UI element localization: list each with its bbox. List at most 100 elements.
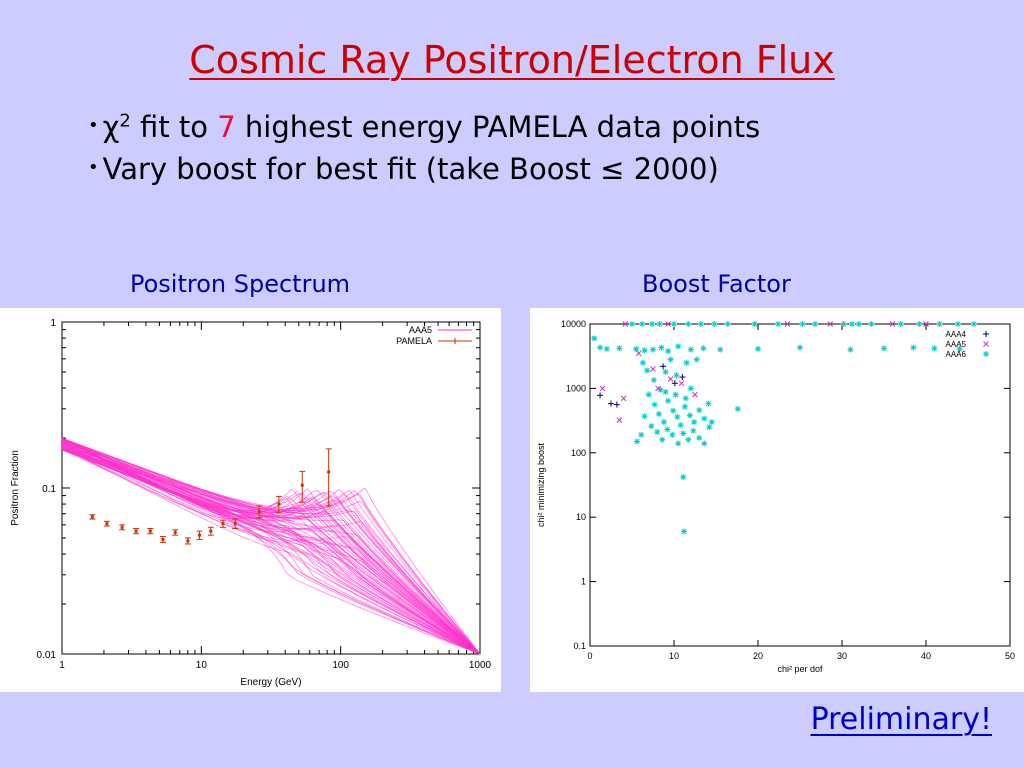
- aaa6-point: [701, 440, 707, 446]
- aaa6-point: [646, 392, 652, 398]
- aaa5-point: [692, 391, 698, 398]
- aaa5-point: [889, 321, 896, 327]
- bullet-marker: •: [88, 115, 99, 136]
- aaa6-point: [683, 395, 689, 401]
- x-tick-label: 50: [1005, 651, 1015, 661]
- pamela-point: [134, 529, 138, 533]
- boost-factor-title: Boost Factor: [642, 270, 791, 298]
- aaa6-point: [971, 321, 977, 327]
- legend-label-aaa5: AAA5: [946, 340, 967, 349]
- highlight-number: 7: [217, 110, 236, 144]
- pamela-point: [173, 530, 177, 534]
- aaa6-point: [696, 407, 702, 413]
- aaa6-point: [664, 426, 670, 433]
- y-tick-label: 1: [581, 577, 586, 587]
- x-tick-label: 1000: [469, 660, 492, 671]
- aaa6-point: [684, 360, 690, 366]
- aaa6-point: [680, 430, 686, 436]
- aaa6-point: [856, 321, 862, 327]
- legend-label-pamela: PAMELA: [396, 336, 432, 346]
- pamela-point: [300, 483, 304, 487]
- aaa6-point: [658, 387, 664, 393]
- aaa5-point: [784, 321, 791, 327]
- aaa6-point: [775, 321, 781, 327]
- x-tick-label: 1: [59, 660, 65, 671]
- legend-marker-aaa6: [983, 351, 989, 357]
- aaa6-point: [717, 347, 723, 353]
- pamela-point: [257, 510, 261, 514]
- aaa6-point: [841, 321, 847, 327]
- aaa6-point: [663, 389, 669, 395]
- aaa6-point: [633, 346, 639, 352]
- y-tick-label: 10: [576, 512, 586, 522]
- aaa6-point: [674, 414, 680, 420]
- y-tick-label: 10000: [561, 319, 586, 329]
- aaa6-point: [649, 321, 655, 327]
- aaa6-point: [642, 347, 648, 353]
- pamela-point: [197, 533, 201, 537]
- aaa6-point: [652, 402, 658, 408]
- pamela-point: [105, 522, 109, 526]
- aaa6-point: [755, 346, 761, 352]
- aaa5-model-curve: [61, 448, 481, 655]
- aaa5-point: [620, 395, 627, 402]
- aaa5-point: [923, 321, 929, 327]
- aaa6-point: [597, 345, 603, 351]
- y-tick-label: 0.01: [37, 650, 57, 661]
- aaa6-point: [665, 348, 671, 354]
- aaa6-point: [648, 423, 654, 429]
- pamela-point: [209, 529, 213, 533]
- x-tick-label: 30: [837, 651, 847, 661]
- aaa5-point: [635, 350, 642, 357]
- x-tick-label: 20: [753, 651, 763, 661]
- aaa6-point: [634, 438, 640, 445]
- aaa6-point: [701, 416, 707, 422]
- pamela-point: [120, 525, 124, 529]
- aaa6-point: [881, 345, 887, 351]
- aaa6-point: [957, 346, 963, 352]
- preliminary-link[interactable]: Preliminary!: [810, 702, 992, 737]
- bullet-marker: •: [88, 157, 99, 178]
- y-tick-label: 0.1: [573, 641, 586, 651]
- aaa6-point: [678, 422, 684, 428]
- aaa6-point: [665, 398, 671, 404]
- aaa6-point: [955, 321, 961, 327]
- aaa5-model-curve: [61, 449, 481, 655]
- aaa6-point: [651, 377, 657, 383]
- aaa6-point: [694, 357, 700, 363]
- y-axis-label: chi² minimizing boost: [536, 442, 546, 527]
- aaa5-model-curve: [61, 446, 481, 655]
- aaa5-point: [678, 380, 685, 387]
- aaa6-point: [711, 321, 717, 327]
- aaa6-point: [725, 321, 731, 327]
- aaa6-point: [673, 392, 679, 398]
- bullet-vary-boost: • Vary boost for best fit (take Boost ≤ 2…: [88, 152, 719, 186]
- aaa6-point: [752, 321, 758, 327]
- aaa5-model-curve: [61, 445, 481, 655]
- aaa6-point: [910, 345, 916, 351]
- aaa6-point: [799, 321, 806, 327]
- aaa6-point: [675, 440, 681, 446]
- legend-label-aaa6: AAA6: [946, 350, 967, 359]
- aaa6-point: [812, 321, 818, 327]
- aaa5-model-curve: [61, 448, 481, 655]
- aaa6-point: [659, 437, 665, 443]
- aaa6-point: [661, 419, 667, 425]
- y-tick-label: 100: [571, 448, 586, 458]
- legend-label-aaa5: AAA5: [409, 325, 432, 335]
- aaa5-point: [622, 321, 629, 327]
- aaa6-point: [936, 321, 942, 327]
- aaa6-point: [668, 357, 674, 363]
- pamela-point: [221, 522, 225, 526]
- aaa6-point: [685, 437, 691, 443]
- bullet-text: highest energy PAMELA data points: [235, 110, 761, 144]
- aaa6-point: [650, 347, 656, 353]
- aaa5-point: [599, 385, 606, 392]
- x-axis-label: chi² per dof: [777, 664, 823, 674]
- legend-marker-aaa5: [983, 341, 989, 347]
- aaa6-point: [657, 321, 663, 327]
- aaa6-point: [682, 404, 688, 410]
- aaa5-model-curve: [61, 449, 481, 655]
- aaa6-point: [629, 321, 635, 327]
- bullet-chi2-fit: • χ2 fit to 7 highest energy PAMELA data …: [88, 110, 760, 144]
